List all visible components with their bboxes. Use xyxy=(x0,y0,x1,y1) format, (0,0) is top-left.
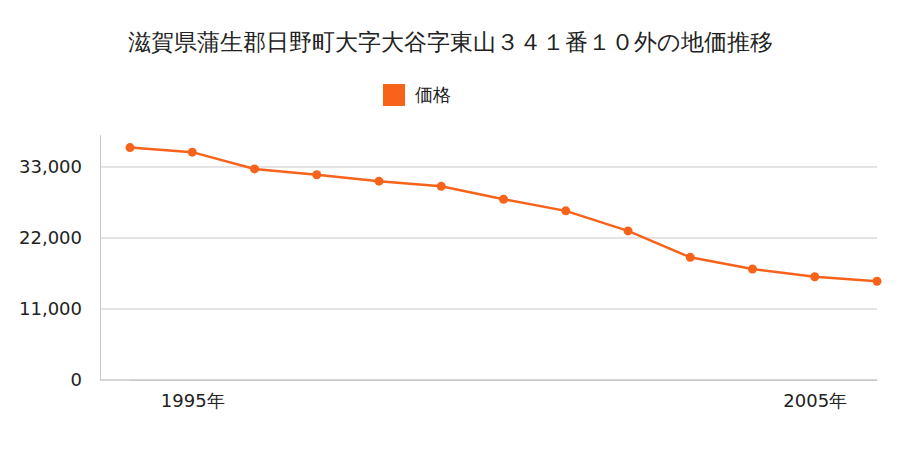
y-tick-label: 22,000 xyxy=(19,227,82,248)
title: 滋賀県蒲生郡日野町大字大谷字東山３４１番１０外の地価推移 xyxy=(128,29,773,55)
chart: 滋賀県蒲生郡日野町大字大谷字東山３４１番１０外の地価推移 0 11,000 22,00… xyxy=(0,0,900,450)
point xyxy=(686,253,695,262)
y-tick: 22,000 xyxy=(19,227,100,248)
y-axis: 0 11,000 22,000 33,000 xyxy=(19,135,100,390)
point xyxy=(748,264,757,273)
point xyxy=(499,195,508,204)
x-axis: 1995年 2005年 xyxy=(131,381,878,411)
y-tick: 0 xyxy=(71,369,100,390)
point xyxy=(188,148,197,157)
legend-swatch xyxy=(383,84,405,106)
legend-label: 価格 xyxy=(415,84,451,105)
grid-line xyxy=(100,380,877,381)
grid-line xyxy=(100,308,877,309)
grid xyxy=(100,167,877,380)
point xyxy=(312,170,321,179)
grid-line xyxy=(100,166,877,167)
point xyxy=(873,277,882,286)
plot-area xyxy=(126,143,882,286)
y-tick: 33,000 xyxy=(19,156,100,177)
price-line xyxy=(130,148,877,282)
y-tick-label: 33,000 xyxy=(19,156,82,177)
x-tick-label: 1995年 xyxy=(161,390,225,411)
x-tick: 2005年 xyxy=(783,390,847,411)
y-axis-line xyxy=(100,135,101,380)
point xyxy=(810,272,819,281)
y-tick-label: 0 xyxy=(71,369,82,390)
markers xyxy=(126,143,882,286)
point xyxy=(437,182,446,191)
point xyxy=(375,177,384,186)
x-tick: 1995年 xyxy=(161,390,225,411)
point xyxy=(624,226,633,235)
point xyxy=(126,143,135,152)
x-tick-label: 2005年 xyxy=(783,390,847,411)
legend-item: 価格 xyxy=(383,84,451,106)
y-tick-label: 11,000 xyxy=(19,298,82,319)
point xyxy=(561,206,570,215)
grid-line xyxy=(100,237,877,238)
x-axis-baseline xyxy=(100,380,877,381)
point xyxy=(250,164,259,173)
y-tick: 11,000 xyxy=(19,298,100,319)
legend: 価格 xyxy=(383,84,451,106)
